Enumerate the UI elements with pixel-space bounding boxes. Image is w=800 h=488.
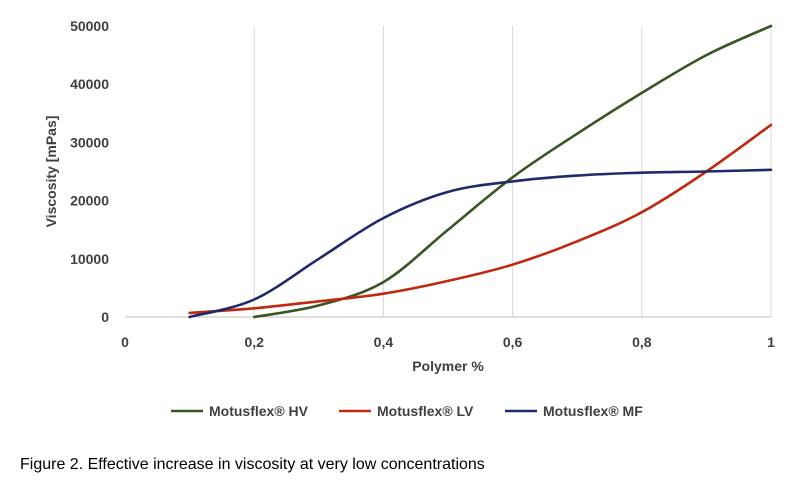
series-line-mf	[188, 168, 773, 319]
x-tick-label: 0,6	[503, 334, 523, 350]
y-tick-label: 30000	[70, 134, 109, 150]
legend-label: Motusflex® LV	[377, 403, 474, 419]
series-line-lv	[188, 123, 773, 315]
series-lines	[188, 24, 773, 319]
x-axis-ticks: 0 0,2 0,4 0,6 0,8 1	[121, 334, 775, 350]
legend-label: Motusflex® HV	[209, 403, 309, 419]
legend-item-mf: Motusflex® MF	[505, 403, 643, 419]
y-tick-label: 20000	[70, 193, 109, 209]
x-tick-label: 0,8	[632, 334, 652, 350]
y-tick-label: 50000	[70, 18, 109, 34]
x-tick-label: 0,4	[374, 334, 394, 350]
legend: Motusflex® HV Motusflex® LV Motusflex® MF	[171, 403, 643, 419]
y-axis-ticks: 0 10000 20000 30000 40000 50000	[70, 18, 109, 325]
y-tick-label: 0	[101, 309, 109, 325]
y-tick-label: 10000	[70, 251, 109, 267]
x-tick-label: 0,2	[244, 334, 264, 350]
viscosity-chart: 0 0,2 0,4 0,6 0,8 1 0 10000 20000 30000 40000 5000…	[43, 18, 775, 419]
y-axis-title: Viscosity [mPas]	[43, 116, 59, 228]
legend-item-lv: Motusflex® LV	[339, 403, 474, 419]
legend-item-hv: Motusflex® HV	[171, 403, 309, 419]
legend-label: Motusflex® MF	[543, 403, 643, 419]
x-tick-label: 1	[767, 334, 775, 350]
figure-caption: Figure 2. Effective increase in viscosit…	[20, 456, 485, 473]
x-axis-title: Polymer %	[412, 358, 484, 374]
y-tick-label: 40000	[70, 76, 109, 92]
x-tick-label: 0	[121, 334, 129, 350]
gridlines	[253, 26, 772, 317]
